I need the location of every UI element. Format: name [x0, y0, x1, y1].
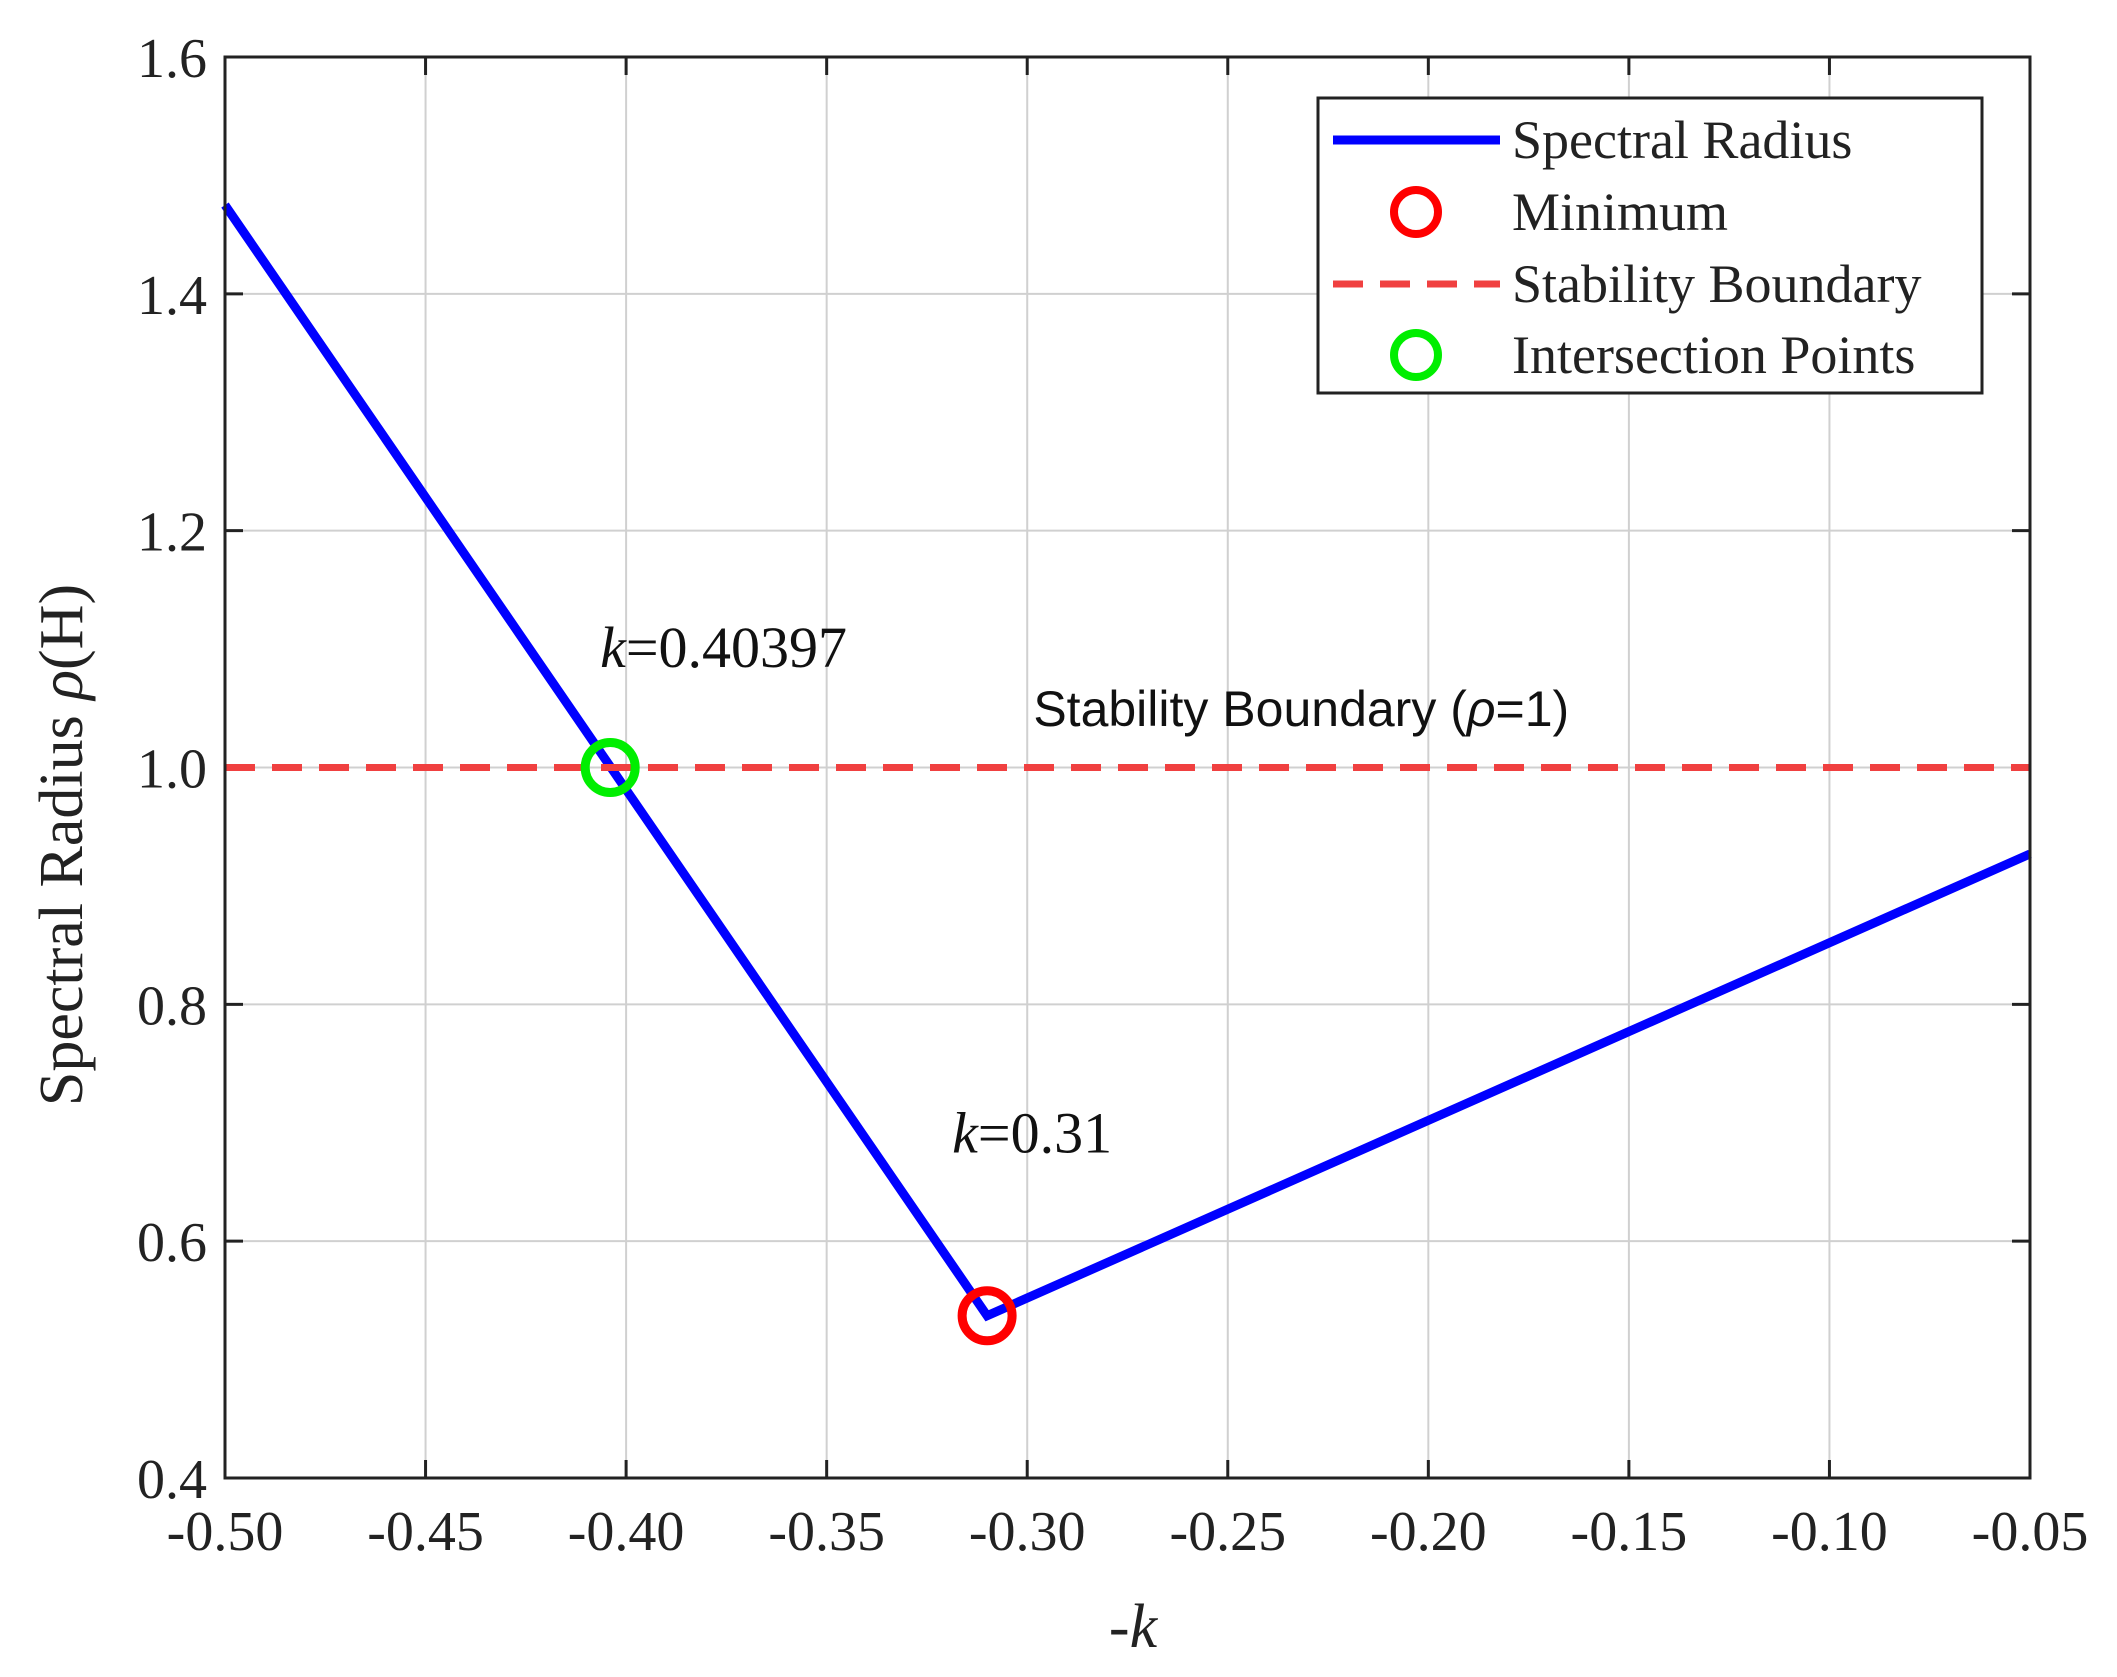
annotation-intersection-k: k=0.40397	[600, 615, 847, 680]
plot-frame	[223, 55, 2032, 1480]
x-tick-label: -0.05	[1972, 1501, 2089, 1563]
series	[221, 202, 2032, 1322]
legend-label-intersection-points: Intersection Points	[1512, 325, 1915, 385]
y-axis-label-suffix: (H)	[28, 584, 96, 670]
x-axis-label-prefix: -	[1109, 1593, 1130, 1661]
x-tick-label: -0.45	[367, 1501, 484, 1563]
minimum-marker	[957, 1286, 1017, 1346]
y-axis-label-text: Spectral Radius	[28, 700, 96, 1106]
annotation-minimum-value: =0.31	[978, 1100, 1112, 1165]
x-tick-label: -0.20	[1370, 1501, 1487, 1563]
y-tick-label: 1.6	[137, 28, 207, 90]
legend-label-stability-boundary: Stability Boundary	[1512, 254, 1921, 314]
spectral-radius-line	[221, 202, 2032, 1322]
y-tick-label: 0.4	[137, 1449, 207, 1511]
boundary-label-suffix: =1)	[1496, 681, 1570, 737]
boundary-label-prefix: Stability Boundary (	[1033, 681, 1467, 737]
y-tick-label: 1.2	[137, 502, 207, 564]
x-axis-label-var: k	[1130, 1593, 1159, 1661]
x-tick-label: -0.25	[1169, 1501, 1286, 1563]
annotation-minimum-k: k=0.31	[952, 1100, 1112, 1165]
boundary-label-rho: ρ	[1465, 681, 1496, 737]
y-tick-label: 0.8	[137, 975, 207, 1037]
legend-label-spectral-radius: Spectral Radius	[1512, 110, 1852, 170]
legend-swatch-intersection-points	[1390, 329, 1442, 381]
x-axis-label: -k	[1109, 1593, 1159, 1661]
x-tick-label: -0.35	[768, 1501, 885, 1563]
legend-swatch-minimum	[1390, 186, 1442, 238]
intersection-marker	[580, 738, 640, 797]
x-tick-label: -0.40	[568, 1501, 685, 1563]
legend: Spectral Radius Minimum Stability Bounda…	[1316, 96, 1984, 395]
x-tick-label: -0.15	[1571, 1501, 1688, 1563]
legend-box	[1316, 96, 1984, 395]
y-axis-label-rho: ρ	[28, 670, 96, 702]
x-tick-label: -0.50	[167, 1501, 284, 1563]
annotation-intersection-value: =0.40397	[626, 615, 847, 680]
y-tick-label: 0.6	[137, 1212, 207, 1274]
stability-boundary-label: Stability Boundary (ρ=1)	[1033, 681, 1569, 737]
legend-label-minimum: Minimum	[1512, 182, 1728, 242]
y-tick-label: 1.0	[137, 739, 207, 801]
tick-labels: -0.50 -0.45 -0.40 -0.35 -0.30 -0.25 -0.20 -0.15…	[137, 28, 2088, 1563]
markers	[580, 738, 1017, 1346]
annotation-intersection-var: k	[600, 615, 627, 680]
x-tick-label: -0.10	[1771, 1501, 1888, 1563]
x-tick-label: -0.30	[969, 1501, 1086, 1563]
y-axis-label: Spectral Radius ρ(H)	[28, 584, 96, 1106]
annotation-minimum-var: k	[952, 1100, 979, 1165]
y-tick-label: 1.4	[137, 265, 207, 327]
